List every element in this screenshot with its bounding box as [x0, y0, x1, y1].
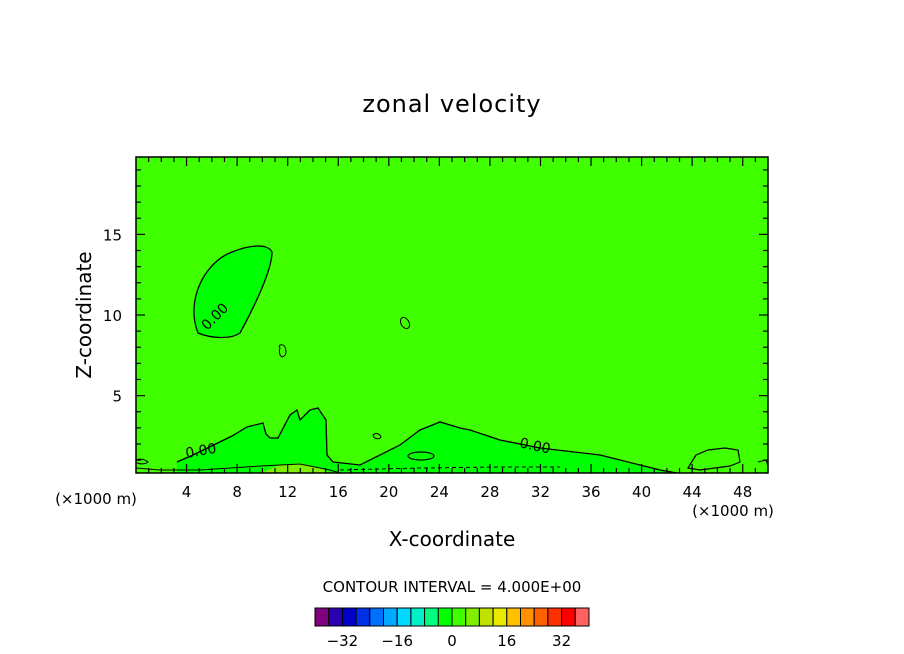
x-tick-label: 28 — [480, 483, 499, 501]
colorbar-swatch — [465, 607, 480, 627]
contour-label: 0.00 — [184, 441, 217, 462]
x-tick-label: 12 — [278, 483, 297, 501]
contour-line — [193, 245, 273, 339]
y-tick-label: 5 — [112, 388, 122, 406]
contour-line — [278, 344, 287, 358]
colorbar-swatch — [355, 607, 371, 627]
colorbar-swatch — [410, 607, 426, 627]
colorbar-swatch — [451, 607, 467, 627]
colorbar-swatch — [328, 607, 343, 627]
colorbar-swatch — [561, 607, 576, 627]
contour-line — [339, 466, 560, 471]
y-axis: 5 10 15 — [103, 169, 768, 461]
colorbar-swatch — [478, 607, 494, 627]
colorbar-tick-label: 32 — [552, 632, 571, 650]
colorbar-swatch — [369, 607, 384, 627]
contour-line — [687, 447, 741, 471]
plot-area: 0.000.00 0.00 — [135, 156, 769, 474]
x-tick-label: 8 — [232, 483, 242, 501]
field-region — [193, 246, 272, 338]
x-unit-label-right: (×1000 m) — [692, 502, 774, 520]
x-tick-label: 40 — [632, 483, 651, 501]
x-tick-label: 36 — [581, 483, 600, 501]
x-tick-label: 44 — [683, 483, 702, 501]
contour-line — [372, 433, 382, 440]
y-axis-title: Z-coordinate — [72, 251, 96, 378]
colorbar-swatch — [574, 607, 590, 627]
colorbar-swatch — [383, 607, 398, 627]
colorbar-swatch — [547, 607, 563, 627]
x-tick-label: 32 — [531, 483, 550, 501]
x-unit-label-left: (×1000 m) — [55, 490, 137, 508]
colorbar-swatch — [437, 607, 453, 627]
colorbar-swatch — [424, 607, 439, 627]
x-tick-label: 16 — [329, 483, 348, 501]
colorbar: −32 −16 0 16 32 — [314, 607, 590, 650]
x-axis: 4 8 12 16 20 24 28 32 36 40 44 48 — [148, 157, 756, 501]
colorbar-tick-label: −32 — [327, 632, 359, 650]
contour-line — [135, 458, 149, 465]
chart-title: zonal velocity — [362, 90, 541, 118]
field-region — [177, 408, 677, 473]
y-tick-label: 15 — [103, 226, 122, 244]
colorbar-swatch — [396, 607, 412, 627]
y-tick-label: 10 — [103, 307, 122, 325]
contour-line — [407, 451, 435, 461]
contour-label: 0.00 — [518, 435, 552, 457]
x-axis-title: X-coordinate — [389, 527, 516, 551]
x-tick-label: 4 — [182, 483, 192, 501]
x-tick-label: 48 — [733, 483, 752, 501]
colorbar-swatch — [506, 607, 521, 627]
colorbar-tick-label: −16 — [381, 632, 413, 650]
x-tick-label: 20 — [379, 483, 398, 501]
x-tick-label: 24 — [430, 483, 449, 501]
colorbar-tick-label: 0 — [447, 632, 457, 650]
contour-line — [176, 407, 678, 474]
contour-interval-label: CONTOUR INTERVAL = 4.000E+00 — [323, 578, 582, 596]
colorbar-swatch — [341, 607, 357, 627]
colorbar-swatch — [520, 607, 535, 627]
colorbar-tick-label: 16 — [497, 632, 516, 650]
colorbar-swatch — [492, 607, 508, 627]
colorbar-swatch — [533, 607, 549, 627]
colorbar-swatch — [314, 607, 330, 627]
contour-line — [399, 316, 411, 330]
